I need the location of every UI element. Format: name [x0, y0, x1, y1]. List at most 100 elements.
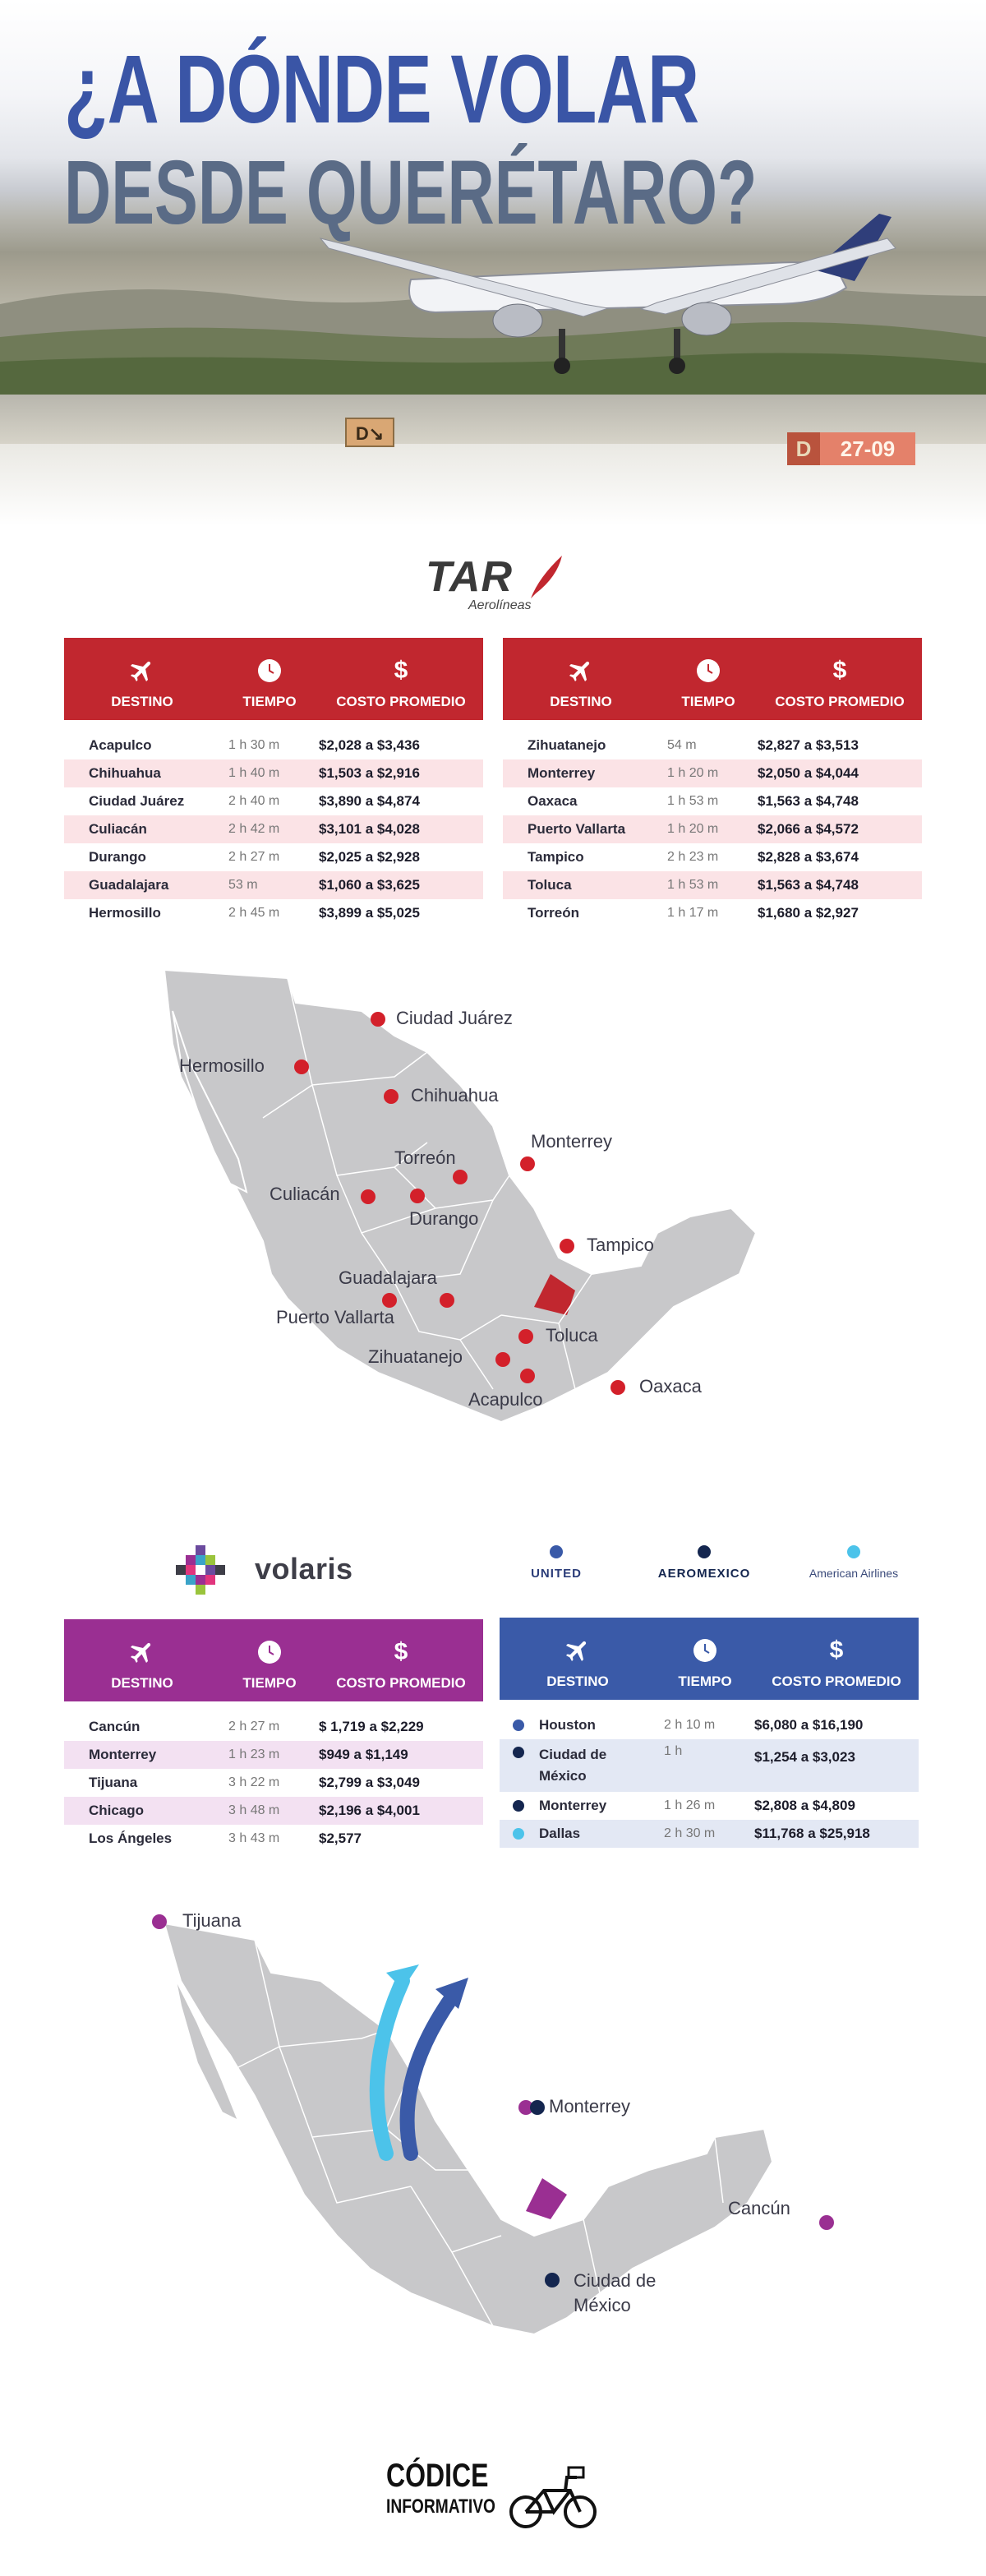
- header-destino: DESTINO: [111, 694, 173, 709]
- pin-ciudad-juarez: [371, 1012, 385, 1027]
- pin-chihuahua: [384, 1089, 399, 1104]
- pin-monterrey-volaris: [518, 2100, 533, 2115]
- american-dot: [847, 1545, 860, 1558]
- pin-tampico: [560, 1239, 574, 1253]
- destino-text: Monterrey: [539, 1798, 607, 1813]
- footer-line2: INFORMATIVO: [386, 2495, 495, 2518]
- table-row: Guadalajara 53 m $1,060 a $3,625: [64, 871, 483, 899]
- label-toluca: Toluca: [546, 1325, 598, 1346]
- cell-destino: Zihuatanejo: [528, 737, 606, 753]
- cell-tiempo: 2 h 30 m: [664, 1826, 716, 1840]
- airplane-icon: [567, 654, 595, 687]
- destino-text: Dallas: [539, 1826, 581, 1841]
- mexico-map-shape: [163, 1922, 774, 2336]
- united-logo: UNITED: [495, 1545, 618, 1595]
- cell-tiempo: 2 h 10 m: [664, 1718, 716, 1732]
- table-row: Puerto Vallarta 1 h 20 m $2,066 a $4,572: [503, 815, 922, 843]
- mexico-map-shape: [163, 968, 758, 1424]
- cell-costo: $2,025 a $2,928: [319, 849, 420, 865]
- table-body: Cancún 2 h 27 m $ 1,719 a $2,229 Monterrey…: [64, 1701, 483, 1853]
- table-body: Houston 2 h 10 m $6,080 a $16,190 Ciudad d…: [500, 1700, 919, 1848]
- table-row: Houston 2 h 10 m $6,080 a $16,190: [500, 1711, 919, 1739]
- header-destino: DESTINO: [550, 694, 612, 709]
- cell-destino: Houston: [500, 1717, 647, 1733]
- cell-costo: $2,196 a $4,001: [319, 1803, 420, 1818]
- cell-destino: Tampico: [528, 849, 584, 865]
- cell-costo: $1,680 a $2,927: [758, 905, 859, 921]
- cell-destino: Guadalajara: [89, 877, 169, 893]
- cell-tiempo: 1 h 20 m: [667, 822, 719, 836]
- cell-costo: $2,828 a $3,674: [758, 849, 859, 865]
- aeromexico-dot: [513, 1800, 524, 1812]
- tar-logo-sub: Aerolíneas: [468, 598, 532, 612]
- runway-sign-letter: D: [787, 432, 820, 465]
- label-monterrey: Monterrey: [531, 1131, 613, 1152]
- cell-costo: $2,066 a $4,572: [758, 821, 859, 837]
- cell-tiempo: 54 m: [667, 738, 697, 752]
- label-puerto-vallarta: Puerto Vallarta: [276, 1307, 394, 1327]
- cell-tiempo: 1 h: [664, 1744, 683, 1758]
- table-row: Tijuana 3 h 22 m $2,799 a $3,049: [64, 1769, 483, 1797]
- column-destino: DESTINO: [64, 1619, 220, 1701]
- column-destino: DESTINO: [64, 638, 220, 720]
- table-row: Zihuatanejo 54 m $2,827 a $3,513: [503, 732, 922, 759]
- table-row: Chicago 3 h 48 m $2,196 a $4,001: [64, 1797, 483, 1825]
- hero-banner: ¿A DÓNDE VOLAR DESDE QUERÉTARO? D↘ D 27-…: [0, 0, 986, 526]
- page-title: ¿A DÓNDE VOLAR: [64, 35, 699, 144]
- clock-icon: [695, 654, 721, 687]
- cell-destino: Hermosillo: [89, 905, 161, 921]
- table-row: Torreón 1 h 17 m $1,680 a $2,927: [503, 899, 922, 927]
- cell-tiempo: 2 h 42 m: [228, 822, 280, 836]
- cell-costo: $1,060 a $3,625: [319, 877, 420, 893]
- header-costo: COSTO PROMEDIO: [772, 1673, 901, 1689]
- airplane-icon: [128, 654, 156, 687]
- clock-icon: [692, 1634, 718, 1667]
- cell-costo: $1,503 a $2,916: [319, 765, 420, 781]
- volaris-pixel-icon: [176, 1545, 225, 1595]
- header-tiempo: TIEMPO: [242, 694, 297, 709]
- label-zihuatanejo: Zihuatanejo: [368, 1346, 463, 1367]
- cell-costo: $2,799 a $3,049: [319, 1775, 420, 1790]
- runway-sign-number: 27-09: [820, 432, 915, 465]
- table-row: Cancún 2 h 27 m $ 1,719 a $2,229: [64, 1713, 483, 1741]
- airplane-icon: [128, 1636, 156, 1669]
- american-logo-text: American Airlines: [809, 1567, 899, 1580]
- column-tiempo: TIEMPO: [659, 638, 758, 720]
- cell-tiempo: 1 h 40 m: [228, 766, 280, 780]
- volaris-logo-word: volaris: [255, 1552, 353, 1586]
- pin-torreon: [453, 1170, 468, 1184]
- cell-tiempo: 1 h 17 m: [667, 906, 719, 920]
- cell-tiempo: 2 h 27 m: [228, 1720, 280, 1733]
- label-monterrey: Monterrey: [549, 2096, 631, 2117]
- label-tijuana: Tijuana: [182, 1910, 242, 1931]
- cell-destino: Monterrey: [528, 765, 596, 781]
- label-ciudad-juarez: Ciudad Juárez: [396, 1008, 513, 1028]
- destino-text: Ciudad de México: [539, 1747, 607, 1784]
- cell-costo: $3,899 a $5,025: [319, 905, 420, 921]
- label-culiacan: Culiacán: [270, 1184, 340, 1204]
- cell-destino: Monterrey: [500, 1798, 647, 1814]
- table-row: Los Ángeles 3 h 43 m $2,577: [64, 1825, 483, 1853]
- column-tiempo: TIEMPO: [220, 1619, 319, 1701]
- tar-logo: TAR Aerolíneas: [426, 552, 565, 618]
- table-row: Culiacán 2 h 42 m $3,101 a $4,028: [64, 815, 483, 843]
- column-costo: $ COSTO PROMEDIO: [754, 1618, 919, 1700]
- cell-destino: Ciudad Juárez: [89, 793, 185, 809]
- cell-destino: Ciudad de México: [500, 1744, 647, 1787]
- cell-tiempo: 1 h 23 m: [228, 1747, 280, 1761]
- table-row: Acapulco 1 h 30 m $2,028 a $3,436: [64, 732, 483, 759]
- table-row: Toluca 1 h 53 m $1,563 a $4,748: [503, 871, 922, 899]
- table-row: Ciudad de México 1 h $1,254 a $3,023: [500, 1739, 919, 1792]
- cell-costo: $3,101 a $4,028: [319, 821, 420, 837]
- label-oaxaca: Oaxaca: [639, 1376, 702, 1396]
- label-acapulco: Acapulco: [468, 1389, 543, 1410]
- cell-destino: Torreón: [528, 905, 579, 921]
- header-costo: COSTO PROMEDIO: [336, 1675, 466, 1691]
- destino-text: Houston: [539, 1717, 596, 1733]
- pin-monterrey: [520, 1156, 535, 1171]
- cell-tiempo: 1 h 53 m: [667, 794, 719, 808]
- cell-tiempo: 2 h 45 m: [228, 906, 280, 920]
- cell-costo: $2,577: [319, 1830, 362, 1846]
- american-dot: [513, 1828, 524, 1840]
- cell-tiempo: 2 h 27 m: [228, 850, 280, 864]
